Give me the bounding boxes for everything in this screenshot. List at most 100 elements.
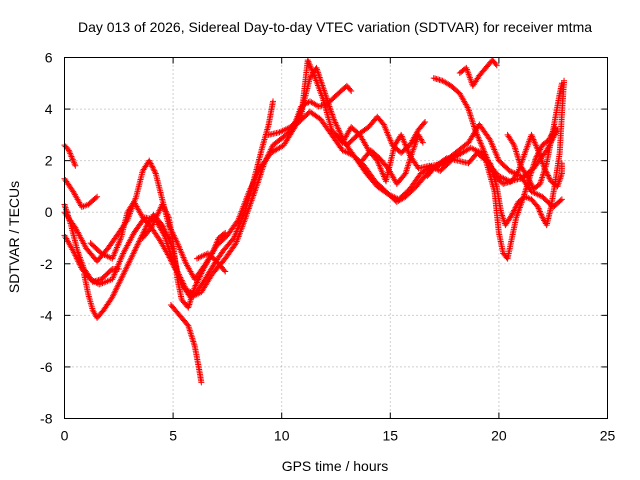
- data-point: [150, 166, 157, 173]
- data-point: [558, 196, 565, 203]
- chart-title: Day 013 of 2026, Sidereal Day-to-day VTE…: [78, 19, 592, 35]
- data-point: [537, 209, 544, 216]
- data-point: [420, 120, 427, 127]
- data-point: [146, 159, 153, 166]
- data-point: [532, 155, 539, 162]
- data-point: [163, 210, 170, 217]
- y-tick-label: -2: [40, 256, 53, 272]
- data-point: [467, 112, 474, 119]
- data-point: [162, 208, 169, 215]
- x-axis-label: GPS time / hours: [282, 458, 389, 474]
- y-axis-label: SDTVAR / TECUs: [6, 181, 22, 293]
- data-point: [220, 230, 227, 237]
- data-point: [162, 207, 169, 214]
- data-point: [514, 153, 521, 160]
- data-point: [414, 163, 421, 170]
- data-point: [347, 86, 354, 93]
- data-point: [511, 207, 518, 214]
- data-point: [510, 140, 517, 147]
- data-layer: [61, 57, 568, 386]
- data-point: [147, 160, 154, 167]
- data-point: [468, 115, 475, 122]
- data-point: [514, 201, 520, 208]
- data-point: [512, 146, 519, 153]
- y-tick-label: -8: [40, 411, 53, 427]
- data-point: [191, 341, 198, 348]
- data-point: [62, 203, 69, 210]
- data-point: [514, 169, 521, 176]
- data-point: [62, 204, 69, 211]
- data-point: [513, 150, 520, 157]
- series-track-11: [265, 57, 455, 185]
- series-track-17: [456, 57, 500, 89]
- data-point: [508, 211, 515, 218]
- data-point: [538, 176, 545, 183]
- data-point: [166, 254, 173, 261]
- x-tick-label: 0: [61, 428, 69, 444]
- series-track-12: [289, 82, 355, 133]
- data-point: [513, 203, 520, 210]
- data-point: [539, 174, 546, 181]
- data-point: [189, 336, 196, 343]
- data-point: [536, 207, 543, 214]
- data-point: [169, 260, 176, 267]
- data-point: [403, 168, 410, 175]
- data-point: [190, 338, 197, 345]
- series-track-7: [87, 198, 179, 272]
- data-point: [72, 162, 79, 169]
- y-tick-label: 0: [45, 204, 53, 220]
- data-point: [222, 268, 229, 275]
- data-point: [189, 335, 196, 342]
- data-point: [188, 332, 195, 339]
- data-point: [538, 212, 545, 219]
- y-tick-label: -4: [40, 307, 53, 323]
- data-point: [92, 194, 99, 201]
- data-point: [270, 98, 277, 105]
- data-point: [470, 120, 477, 127]
- data-point: [190, 340, 197, 347]
- data-point: [94, 193, 101, 200]
- data-point: [406, 159, 413, 166]
- data-point: [151, 167, 158, 174]
- data-point: [165, 212, 172, 219]
- data-point: [511, 206, 518, 213]
- data-point: [470, 121, 477, 128]
- data-point: [185, 324, 192, 331]
- data-point: [160, 204, 167, 211]
- data-point: [108, 267, 115, 274]
- data-point: [222, 229, 229, 236]
- data-point: [404, 164, 411, 171]
- series-track-19: [504, 80, 565, 193]
- data-point: [467, 114, 474, 121]
- data-point: [510, 208, 517, 215]
- data-point: [525, 175, 532, 182]
- grid-layer: [64, 57, 608, 419]
- data-point: [509, 210, 516, 217]
- data-point: [469, 118, 476, 125]
- data-point: [493, 62, 500, 69]
- data-point: [186, 327, 193, 334]
- data-point: [545, 173, 552, 180]
- series-track-18: [487, 77, 568, 229]
- data-point: [558, 80, 565, 87]
- x-tick-label: 15: [383, 428, 399, 444]
- data-point: [536, 208, 543, 215]
- y-tick-label: 6: [45, 50, 53, 66]
- data-point: [524, 173, 531, 180]
- data-point: [198, 379, 205, 386]
- data-point: [419, 139, 426, 146]
- data-point: [514, 151, 521, 158]
- plot-frame: [64, 57, 608, 419]
- data-point: [149, 164, 156, 171]
- data-point: [148, 161, 155, 168]
- data-point: [161, 205, 168, 212]
- data-point: [405, 162, 412, 169]
- data-point: [538, 211, 545, 218]
- data-point: [546, 175, 553, 182]
- data-point: [159, 201, 166, 208]
- data-point: [545, 172, 552, 179]
- data-point: [526, 177, 533, 184]
- data-point: [63, 206, 70, 213]
- data-point: [513, 148, 520, 155]
- data-point: [187, 329, 194, 336]
